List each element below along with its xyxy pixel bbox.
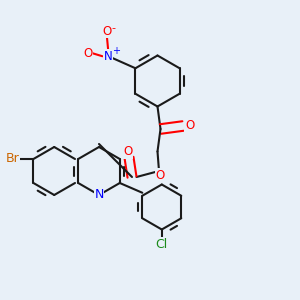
Text: N: N	[104, 50, 113, 63]
Text: N: N	[94, 188, 104, 202]
Text: O: O	[102, 25, 112, 38]
Text: Cl: Cl	[156, 238, 168, 251]
Text: -: -	[112, 23, 116, 33]
Text: +: +	[112, 46, 120, 56]
Text: O: O	[123, 145, 132, 158]
Text: O: O	[156, 169, 165, 182]
Text: O: O	[83, 47, 93, 60]
Text: O: O	[185, 119, 194, 133]
Text: Br: Br	[6, 152, 19, 166]
